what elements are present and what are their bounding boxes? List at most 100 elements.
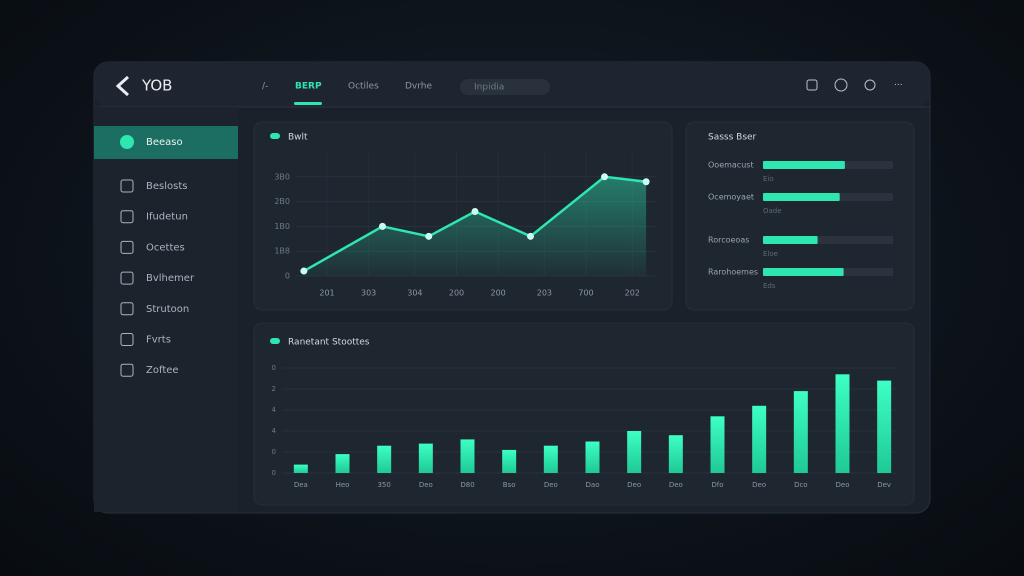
y-tick-label: 0: [272, 364, 276, 372]
x-tick-label: Deo: [627, 481, 641, 489]
y-tick-label: 4: [272, 427, 277, 435]
panel-title: Ranetant Stoottes: [288, 338, 370, 348]
bar: [627, 431, 642, 473]
sidebar-item[interactable]: Zoftee: [146, 365, 179, 376]
x-tick-label: Bso: [503, 481, 516, 489]
x-tick-label: 700: [578, 289, 593, 298]
x-tick-label: 202: [625, 289, 640, 298]
panel-title: Bwlt: [288, 133, 308, 143]
y-tick-label: 0: [272, 469, 276, 477]
nav-icon: [120, 240, 134, 254]
bar: [793, 391, 808, 473]
progress-bar: [763, 236, 818, 244]
y-tick-label: 4: [272, 406, 277, 414]
nav-item[interactable]: Dvrhe: [405, 82, 433, 92]
nav-underline: [294, 102, 322, 105]
point: [379, 222, 386, 230]
x-tick-label: Deo: [544, 481, 558, 489]
nav-icon: [120, 179, 134, 193]
bar: [585, 441, 600, 473]
progress-panel: [685, 121, 915, 311]
sidebar-item[interactable]: Strutoon: [146, 304, 189, 315]
x-tick-label: Deo: [419, 481, 433, 489]
bar: [418, 443, 433, 473]
nav-item[interactable]: BERP: [295, 82, 322, 92]
y-tick-label: 2: [272, 385, 276, 393]
sidebar-item[interactable]: Beeaso: [146, 137, 183, 148]
x-tick-label: 350: [377, 481, 390, 489]
bar: [335, 454, 350, 473]
nav-icon: [120, 333, 134, 346]
y-tick-label: 1B0: [274, 222, 290, 231]
progress-bar: [763, 161, 845, 169]
sidebar-item[interactable]: Ifudetun: [146, 212, 188, 223]
row-label: Ocemoyaet: [708, 193, 754, 202]
search-placeholder: Inpidia: [474, 83, 504, 93]
row-note: Eio: [763, 175, 774, 183]
point: [300, 267, 308, 275]
bar: [752, 405, 767, 473]
x-tick-label: 200: [449, 289, 464, 298]
x-tick-label: 303: [361, 289, 376, 298]
x-tick-label: Dev: [877, 481, 891, 489]
icon-button[interactable]: [864, 79, 876, 91]
logo-icon: [115, 75, 130, 97]
row-label: Rarohoemes: [708, 268, 758, 277]
nav-icon: [120, 363, 134, 377]
active-nav: [94, 126, 238, 159]
bar: [668, 435, 683, 473]
sidebar-item[interactable]: Beslosts: [146, 181, 187, 192]
legend-dot: [270, 133, 280, 139]
x-tick-label: Deo: [669, 481, 683, 489]
nav-icon: [120, 210, 134, 224]
x-tick-label: 201: [319, 289, 334, 298]
x-tick-label: Dco: [794, 481, 808, 489]
x-tick-label: Deo: [836, 481, 850, 489]
bar: [543, 445, 558, 473]
area: [303, 176, 647, 276]
sidebar-item[interactable]: Bvlhemer: [146, 273, 195, 284]
bar-panel: [253, 322, 915, 506]
bar: [877, 380, 892, 473]
nav-icon: [120, 271, 134, 285]
menu-dots[interactable]: ···: [894, 81, 903, 91]
point: [471, 208, 479, 216]
y-tick-label: 0: [285, 272, 290, 281]
active-icon: [120, 135, 134, 149]
row-note: Oade: [763, 207, 782, 215]
bar: [293, 464, 308, 473]
point: [601, 173, 608, 181]
point: [425, 232, 433, 240]
x-tick-label: Dfo: [711, 481, 723, 489]
y-tick-label: 0: [272, 448, 276, 456]
bar: [502, 449, 517, 473]
bar: [460, 439, 475, 473]
panel-title: Sasss Bser: [708, 133, 757, 143]
nav-icon: [120, 302, 134, 316]
x-tick-label: D80: [460, 481, 474, 489]
nav-item[interactable]: Octiles: [348, 82, 379, 92]
bar: [377, 445, 392, 473]
icon-button[interactable]: [834, 78, 848, 92]
nav-item[interactable]: /-: [262, 82, 268, 92]
x-tick-label: 304: [407, 289, 422, 298]
row-label: Ooemacust: [708, 161, 754, 170]
point: [527, 232, 534, 240]
sidebar-item[interactable]: Ocettes: [146, 242, 185, 253]
progress-bar: [763, 268, 844, 276]
row-label: Rorcoeoas: [708, 236, 749, 245]
bar: [710, 416, 725, 473]
sidebar-item[interactable]: Fvrts: [146, 335, 171, 346]
icon-button[interactable]: [806, 79, 818, 91]
x-tick-label: Deo: [752, 481, 766, 489]
legend-dot: [270, 338, 280, 344]
progress-bar: [763, 193, 840, 201]
y-tick-label: 1B8: [274, 247, 290, 256]
x-tick-label: 200: [490, 289, 505, 298]
row-note: Eds: [763, 282, 776, 290]
bar: [835, 374, 850, 473]
x-tick-label: Heo: [336, 481, 350, 489]
search-box[interactable]: [460, 79, 550, 95]
